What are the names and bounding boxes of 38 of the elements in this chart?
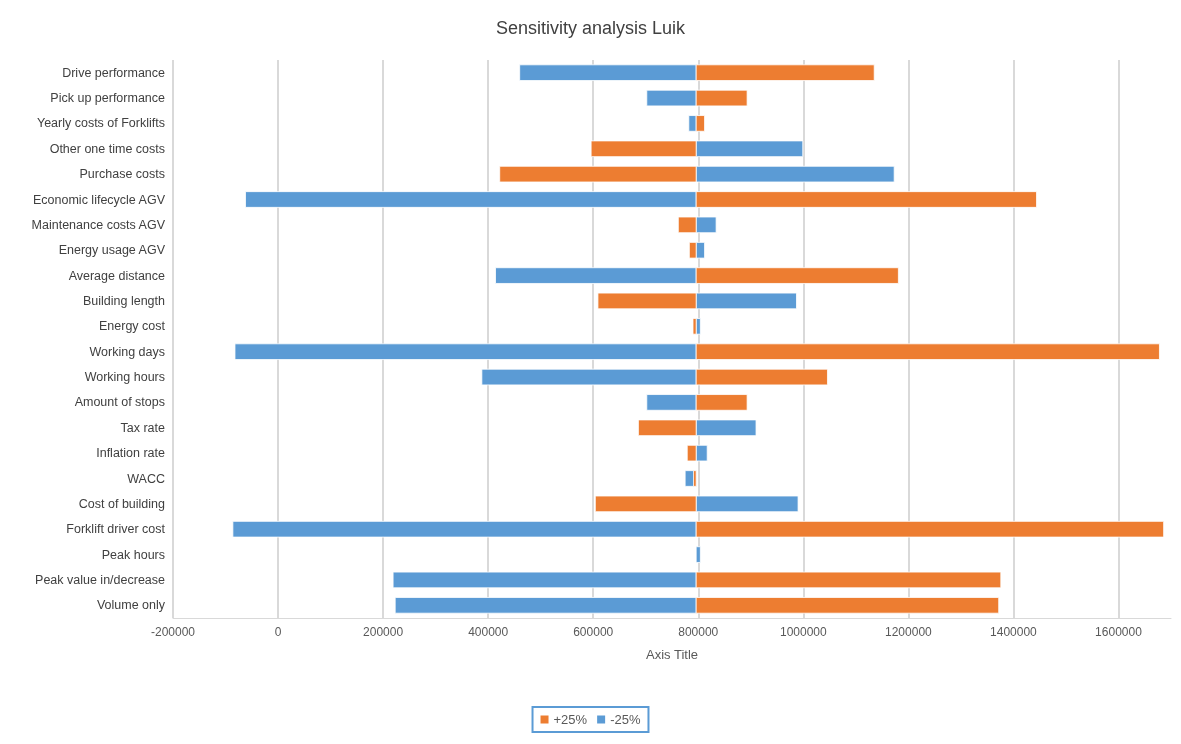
chart-title: Sensitivity analysis Luik xyxy=(495,18,687,38)
x-tick-label: 200000 xyxy=(363,625,404,639)
x-tick-label: 0 xyxy=(274,625,282,639)
y-tick-label: Economic lifecycle AGV xyxy=(33,192,166,207)
y-tick-label: Purchase costs xyxy=(79,167,165,182)
y-tick-label: Volume only xyxy=(96,598,166,613)
y-tick-label: Average distance xyxy=(68,268,166,283)
y-tick-label: Drive performance xyxy=(62,65,166,80)
x-tick-label: 1400000 xyxy=(990,625,1038,639)
y-tick-label: Tax rate xyxy=(120,420,166,435)
legend-label: -25% xyxy=(610,712,641,727)
y-tick-label: Yearly costs of Forklifts xyxy=(36,116,165,131)
x-tick-label: 1600000 xyxy=(1095,625,1143,639)
y-tick-label: Maintenance costs AGV xyxy=(31,217,166,232)
y-tick-label: Peak hours xyxy=(101,547,165,562)
x-tick-label: 1000000 xyxy=(779,625,827,639)
y-tick-label: Building length xyxy=(82,293,166,308)
y-tick-label: Working hours xyxy=(84,370,165,385)
y-tick-label: Energy usage AGV xyxy=(58,243,166,258)
x-tick-label: 800000 xyxy=(678,625,719,639)
y-tick-label: WACC xyxy=(127,471,165,486)
x-axis-title: Axis Title xyxy=(645,647,699,662)
y-tick-label: Cost of building xyxy=(78,496,166,511)
bar xyxy=(692,318,697,335)
bar xyxy=(695,546,701,563)
y-tick-label: Inflation rate xyxy=(96,446,166,461)
y-tick-label: Other one time costs xyxy=(49,141,165,156)
y-tick-label: Energy cost xyxy=(98,319,166,334)
x-tick-label: 1200000 xyxy=(885,625,933,639)
y-tick-label: Forklift driver cost xyxy=(66,522,166,537)
y-tick-label: Peak value in/decrease xyxy=(35,572,166,587)
y-tick-label: Amount of stops xyxy=(74,395,165,410)
x-tick-label: 600000 xyxy=(573,625,614,639)
x-tick-label: 400000 xyxy=(468,625,509,639)
legend-label: +25% xyxy=(553,712,588,727)
y-tick-label: Working days xyxy=(89,344,165,359)
y-tick-label: Pick up performance xyxy=(50,91,166,106)
x-tick-label: -200000 xyxy=(150,625,196,639)
